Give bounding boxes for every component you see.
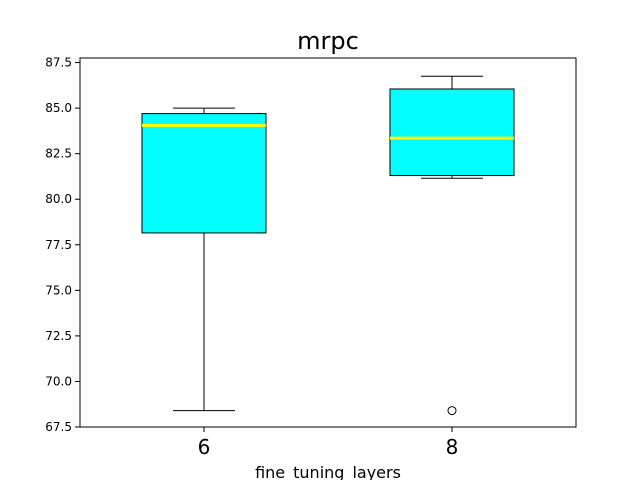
x-axis-label: fine_tuning_layers <box>255 463 401 480</box>
y-tick-label: 75.0 <box>45 283 72 297</box>
x-tick-label: 8 <box>446 435 459 459</box>
y-tick-label: 77.5 <box>45 238 72 252</box>
y-tick-label: 70.0 <box>45 374 72 388</box>
y-tick-label: 87.5 <box>45 56 72 70</box>
plot-area: 67.5 70.0 72.5 75.0 77.5 80.0 82.5 85.0 87.5 6 8 <box>45 56 577 459</box>
y-tick-label: 80.0 <box>45 192 72 206</box>
box-iqr <box>389 88 515 177</box>
y-tick-label: 72.5 <box>45 329 72 343</box>
chart-title: mrpc <box>297 27 359 55</box>
plot-frame <box>79 57 577 428</box>
y-tick-label: 67.5 <box>45 420 72 434</box>
x-tick-label: 6 <box>198 435 211 459</box>
y-tick-label: 82.5 <box>45 147 72 161</box>
outlier-point <box>447 406 457 416</box>
y-tick-label: 85.0 <box>45 101 72 115</box>
box-iqr <box>141 113 267 234</box>
